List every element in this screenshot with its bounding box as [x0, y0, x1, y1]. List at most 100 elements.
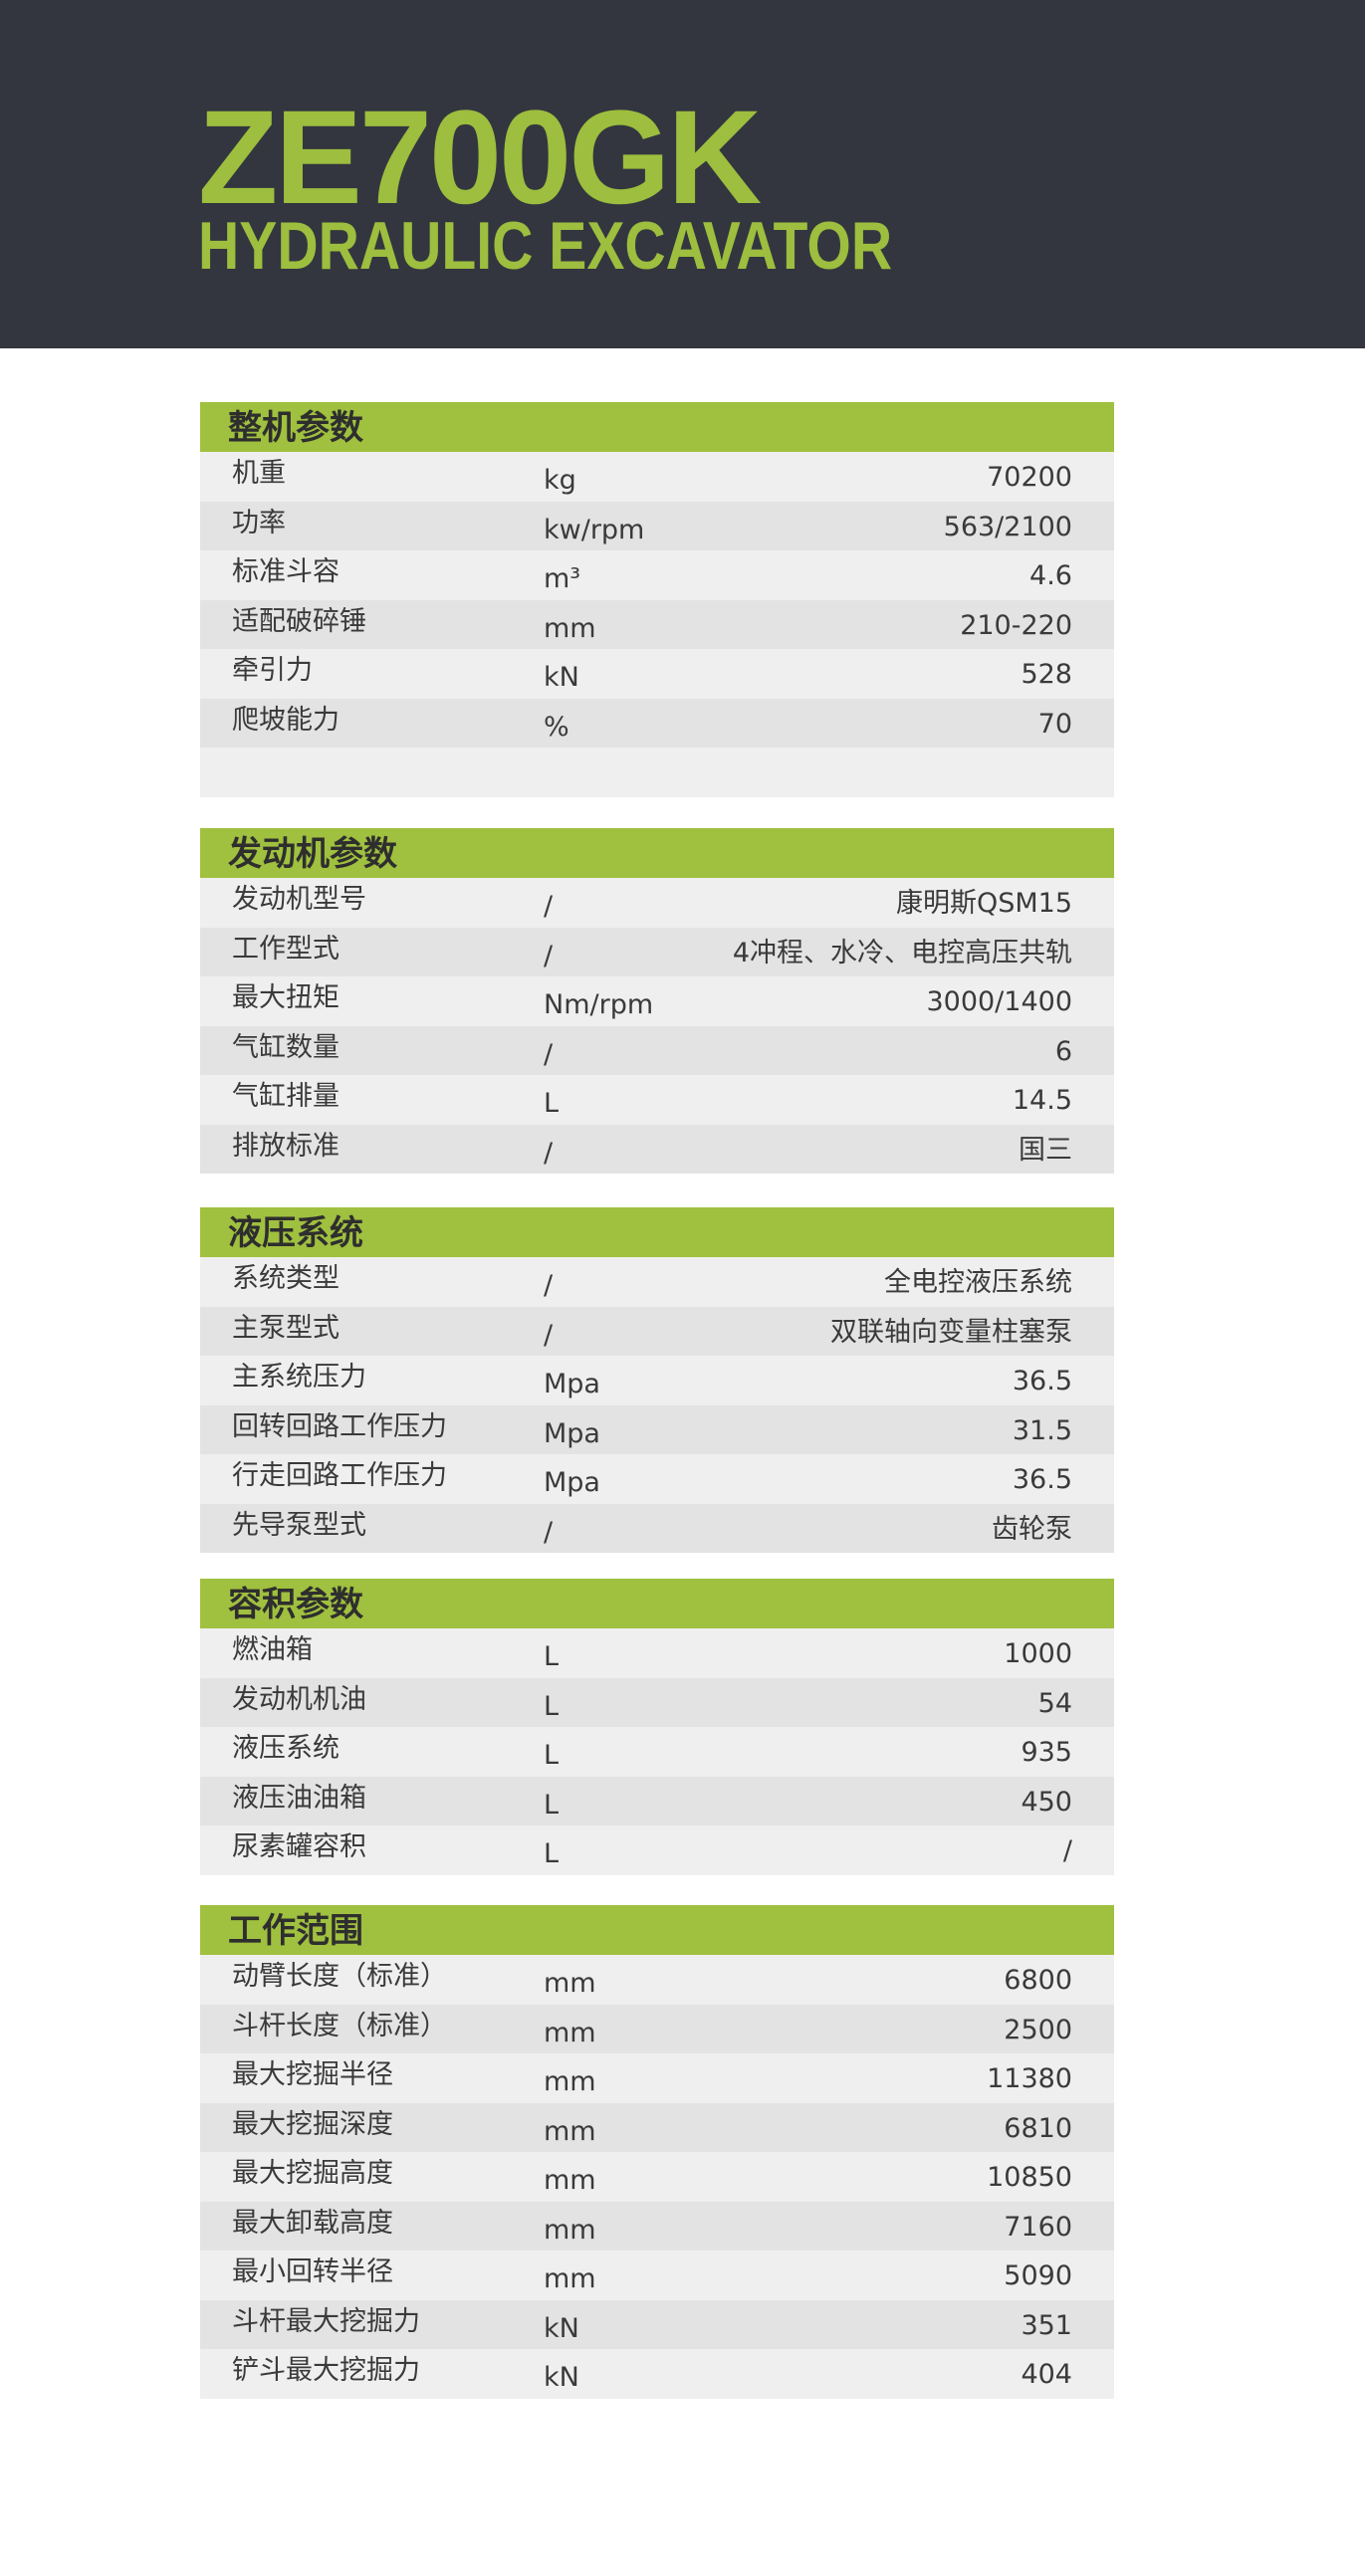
- spec-label: 发动机型号: [232, 884, 366, 915]
- section-header: 发动机参数: [200, 828, 1114, 878]
- spec-value: 10850: [987, 2162, 1072, 2193]
- spec-unit: L: [544, 1789, 560, 1821]
- spec-label: 适配破碎锤: [232, 605, 366, 637]
- spec-value: 3000/1400: [926, 986, 1072, 1017]
- table-row: 铲斗最大挖掘力 kN 404: [200, 2349, 1114, 2399]
- spec-unit: /: [544, 891, 554, 922]
- spec-value: 6800: [1004, 1965, 1072, 1996]
- spec-value: 31.5: [1012, 1414, 1072, 1446]
- table-row: 斗杆长度（标准） mm 2500: [200, 2004, 1114, 2053]
- spec-unit: /: [544, 1270, 554, 1301]
- section-header: 整机参数: [200, 402, 1114, 452]
- spec-label: 标准斗容: [232, 556, 340, 587]
- spec-label: 最大挖掘高度: [232, 2158, 393, 2189]
- table-row: 动臂长度（标准） mm 6800: [200, 1955, 1114, 2005]
- spec-value: 404: [1021, 2359, 1072, 2390]
- spec-unit: kN: [544, 2312, 579, 2344]
- table-row: 工作型式 / 4冲程、水冷、电控高压共轨: [200, 927, 1114, 976]
- spec-unit: /: [544, 940, 554, 971]
- spec-unit: /: [544, 1516, 554, 1548]
- spec-value: 210-220: [960, 609, 1072, 641]
- spec-label: 主泵型式: [232, 1312, 340, 1344]
- spec-value: 70: [1037, 708, 1072, 740]
- spec-value: 450: [1021, 1786, 1072, 1818]
- table-row: 回转回路工作压力 Mpa 31.5: [200, 1404, 1114, 1454]
- spec-value: 齿轮泵: [992, 1513, 1072, 1545]
- spec-value: 全电控液压系统: [884, 1267, 1072, 1298]
- spec-unit: /: [544, 1137, 554, 1169]
- table-row: 最大挖掘半径 mm 11380: [200, 2053, 1114, 2103]
- spec-unit: L: [544, 1641, 560, 1672]
- spec-label: 爬坡能力: [232, 704, 340, 736]
- spec-unit: Nm/rpm: [544, 989, 654, 1020]
- section-capacity-params: 容积参数 燃油箱 L 1000 发动机机油 L 54 液压系统 L 935 液压油油箱 L 450 尿素罐…: [200, 1579, 1114, 1875]
- table-row: 主系统压力 Mpa 36.5: [200, 1356, 1114, 1405]
- model-title: ZE700GK: [198, 84, 762, 232]
- spec-unit: L: [544, 1690, 560, 1722]
- spec-label: 先导泵型式: [232, 1509, 366, 1541]
- spec-value: 935: [1021, 1737, 1072, 1768]
- header-banner: ZE700GK HYDRAULIC EXCAVATOR: [0, 0, 1365, 348]
- table-row: 牵引力 kN 528: [200, 649, 1114, 699]
- spec-unit: L: [544, 1838, 560, 1869]
- spec-value: 36.5: [1012, 1366, 1072, 1396]
- spec-unit: /: [544, 1319, 554, 1351]
- spec-unit: mm: [544, 2066, 596, 2097]
- spec-value: 14.5: [1012, 1085, 1072, 1116]
- section-header: 液压系统: [200, 1207, 1114, 1257]
- spec-value: 1000: [1004, 1638, 1072, 1669]
- spec-unit: kw/rpm: [544, 514, 645, 545]
- spec-unit: %: [544, 711, 569, 743]
- spec-value: 5090: [1004, 2260, 1072, 2291]
- spec-label: 回转回路工作压力: [232, 1410, 447, 1442]
- section-header: 容积参数: [200, 1579, 1114, 1628]
- spec-label: 最大卸载高度: [232, 2207, 393, 2239]
- spec-label: 排放标准: [232, 1130, 340, 1162]
- spec-value: 6810: [1004, 2112, 1072, 2144]
- spec-unit: kN: [544, 2362, 579, 2393]
- spec-value: 双联轴向变量柱塞泵: [830, 1316, 1072, 1348]
- spec-value: 36.5: [1012, 1464, 1072, 1495]
- spec-value: 康明斯QSM15: [895, 888, 1072, 919]
- table-row: 机重 kg 70200: [200, 452, 1114, 502]
- model-subtitle: HYDRAULIC EXCAVATOR: [198, 208, 893, 284]
- spec-value: 2500: [1004, 2014, 1072, 2045]
- table-row: 标准斗容 m³ 4.6: [200, 550, 1114, 600]
- table-row: 最大挖掘高度 mm 10850: [200, 2152, 1114, 2202]
- spec-label: 系统类型: [232, 1263, 340, 1294]
- table-row: 排放标准 / 国三: [200, 1124, 1114, 1174]
- section-title: 液压系统: [228, 1213, 363, 1253]
- table-row: 气缸排量 L 14.5: [200, 1075, 1114, 1125]
- spec-label: 机重: [232, 458, 286, 489]
- section-title: 工作范围: [228, 1911, 363, 1951]
- section-engine-params: 发动机参数 发动机型号 / 康明斯QSM15 工作型式 / 4冲程、水冷、电控高压共轨 最大扭…: [200, 828, 1114, 1174]
- spec-unit: mm: [544, 2165, 596, 2196]
- spec-unit: mm: [544, 2263, 596, 2294]
- spec-label: 气缸排量: [232, 1081, 340, 1112]
- section-working-range: 工作范围 动臂长度（标准） mm 6800 斗杆长度（标准） mm 2500 最大挖掘半径 mm…: [200, 1905, 1114, 2399]
- spec-label: 铲斗最大挖掘力: [232, 2355, 420, 2386]
- spec-unit: m³: [544, 563, 581, 594]
- spec-value: 563/2100: [943, 511, 1072, 542]
- spec-label: 主系统压力: [232, 1362, 366, 1393]
- spec-unit: mm: [544, 2115, 596, 2147]
- section-general-params: 整机参数 机重 kg 70200 功率 kw/rpm 563/2100 标准斗容 m³ 4.6 适配…: [200, 402, 1114, 797]
- table-row: 先导泵型式 / 齿轮泵: [200, 1503, 1114, 1553]
- table-row: 发动机机油 L 54: [200, 1677, 1114, 1727]
- spec-label: 液压油油箱: [232, 1782, 366, 1814]
- table-row: 最大扭矩 Nm/rpm 3000/1400: [200, 976, 1114, 1026]
- spec-label: 燃油箱: [232, 1634, 313, 1665]
- table-row: 适配破碎锤 mm 210-220: [200, 599, 1114, 649]
- section-title: 整机参数: [228, 408, 363, 448]
- table-row: 主泵型式 / 双联轴向变量柱塞泵: [200, 1306, 1114, 1356]
- spec-label: 工作型式: [232, 933, 340, 965]
- spec-label: 行走回路工作压力: [232, 1460, 447, 1491]
- spec-label: 最大挖掘半径: [232, 2059, 393, 2090]
- spec-unit: mm: [544, 612, 596, 644]
- table-row: 燃油箱 L 1000: [200, 1628, 1114, 1678]
- spec-unit: mm: [544, 2214, 596, 2246]
- spec-value: 7160: [1004, 2211, 1072, 2243]
- table-row: 斗杆最大挖掘力 kN 351: [200, 2299, 1114, 2349]
- table-row: 液压系统 L 935: [200, 1727, 1114, 1777]
- spec-unit: kg: [544, 465, 576, 496]
